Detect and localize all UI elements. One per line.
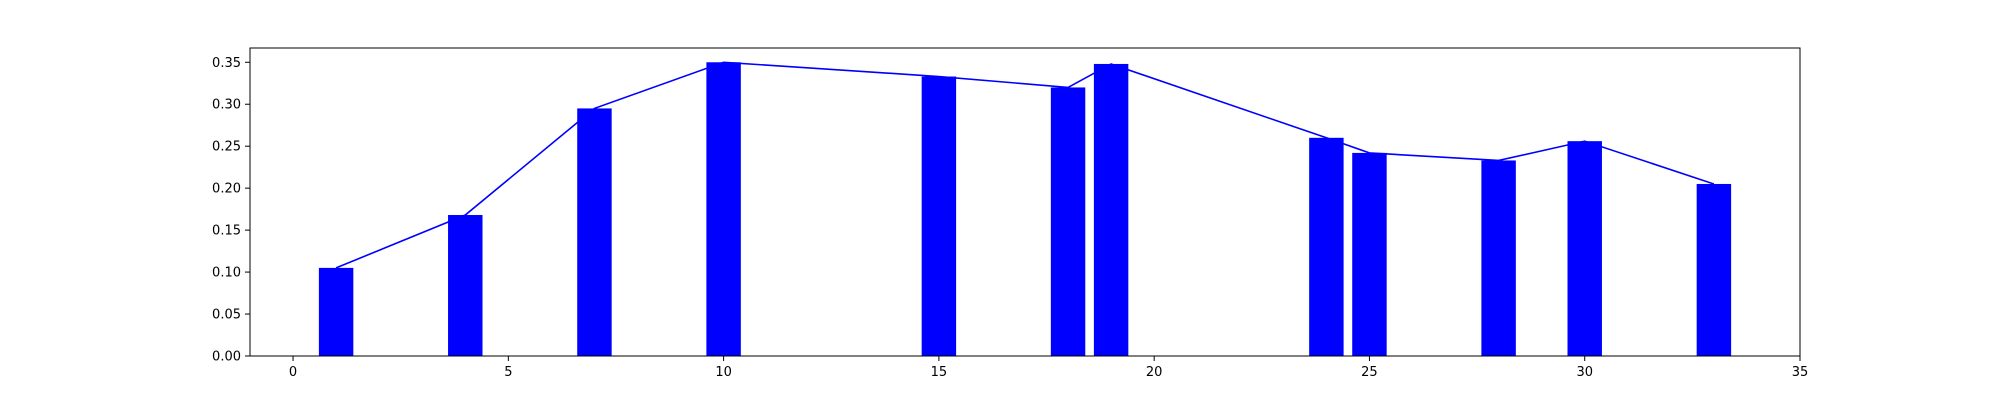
x-tick-label: 25 [1361, 365, 1378, 380]
x-tick-label: 10 [715, 365, 732, 380]
bar [1567, 141, 1602, 356]
bar [1093, 63, 1129, 357]
bar [921, 76, 957, 356]
x-tick-label: 20 [1146, 365, 1163, 380]
x-tick-label: 0 [289, 365, 297, 380]
bars-layer [318, 62, 1732, 357]
y-axis: 0.00 0.05 0.10 0.15 0.20 0.25 0.30 0.35 [212, 56, 250, 365]
y-tick-label: 0.00 [212, 350, 241, 365]
y-tick-label: 0.05 [212, 308, 241, 323]
bar [1696, 183, 1732, 356]
x-tick-label: 15 [931, 365, 948, 380]
plot-area-frame [249, 47, 1801, 357]
bar [1481, 160, 1516, 356]
line-layer [335, 61, 1715, 269]
bar [577, 108, 612, 356]
bar [448, 215, 483, 356]
bar [1352, 152, 1387, 356]
bar [1050, 87, 1086, 356]
y-tick-label: 0.25 [212, 140, 241, 155]
x-axis: 0 5 10 15 20 25 30 35 [289, 356, 1808, 380]
y-tick-label: 0.35 [212, 56, 241, 71]
series-line [335, 61, 1715, 269]
y-tick-label: 0.15 [212, 224, 241, 239]
bar [318, 267, 354, 356]
y-tick-label: 0.10 [212, 266, 241, 281]
bar [706, 62, 741, 356]
x-tick-label: 35 [1792, 365, 1809, 380]
x-tick-label: 5 [504, 365, 512, 380]
y-tick-label: 0.30 [212, 98, 241, 113]
x-tick-label: 30 [1576, 365, 1593, 380]
y-tick-label: 0.20 [212, 182, 241, 197]
bar [1309, 137, 1344, 356]
